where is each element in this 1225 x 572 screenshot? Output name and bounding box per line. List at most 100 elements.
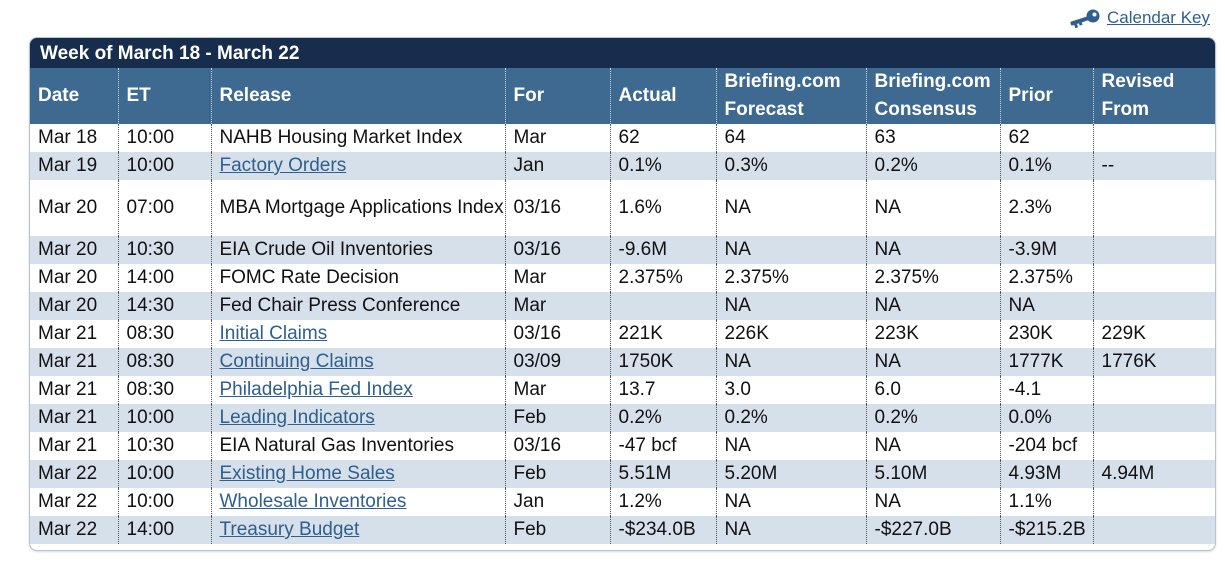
cell-consensus: -$227.0B — [865, 516, 1000, 544]
cell-forecast: 0.2% — [715, 404, 866, 432]
cell-revised: -- — [1092, 152, 1215, 180]
cell-for: Feb — [504, 516, 610, 544]
cell-forecast: NA — [715, 236, 866, 264]
cell-for: 03/09 — [504, 348, 610, 376]
cell-et: 14:00 — [117, 516, 211, 544]
cell-date: Mar 20 — [30, 236, 118, 264]
cell-date: Mar 21 — [30, 432, 118, 460]
cell-consensus: NA — [865, 488, 1000, 516]
cell-release: Existing Home Sales — [210, 460, 505, 488]
col-header-for: For — [504, 68, 610, 124]
cell-actual: 0.1% — [609, 152, 716, 180]
col-header-et: ET — [117, 68, 211, 124]
table-row: Mar 21 10:00 Leading Indicators Feb 0.2% 0.2%… — [30, 404, 1215, 432]
header-row: Date ET Release For Actual Briefing.com … — [30, 68, 1215, 124]
cell-revised — [1092, 432, 1215, 460]
release-link[interactable]: Initial Claims — [219, 323, 328, 344]
cell-et: 14:30 — [117, 292, 211, 320]
release-link[interactable]: Wholesale Inventories — [219, 491, 407, 512]
cell-for: Jan — [504, 152, 610, 180]
cell-et: 08:30 — [117, 348, 211, 376]
cell-prior: 4.93M — [999, 460, 1093, 488]
cell-consensus: NA — [865, 432, 1000, 460]
cell-forecast: NA — [715, 516, 866, 544]
cell-actual: -9.6M — [609, 236, 716, 264]
cell-date: Mar 22 — [30, 460, 118, 488]
cell-release: Philadelphia Fed Index — [210, 376, 505, 404]
cell-actual: 5.51M — [609, 460, 716, 488]
cell-release: Initial Claims — [210, 320, 505, 348]
cell-date: Mar 19 — [30, 152, 118, 180]
cell-actual: 1.6% — [609, 180, 716, 236]
calendar-key-label[interactable]: Calendar Key — [1106, 8, 1210, 27]
cell-release: Fed Chair Press Conference — [210, 292, 505, 320]
cell-release: NAHB Housing Market Index — [210, 124, 505, 152]
cell-consensus: 0.2% — [865, 152, 1000, 180]
cell-forecast: 3.0 — [715, 376, 866, 404]
cell-release: Leading Indicators — [210, 404, 505, 432]
week-title: Week of March 18 - March 22 — [30, 38, 1215, 68]
cell-forecast: NA — [715, 292, 866, 320]
cell-revised — [1092, 516, 1215, 544]
release-link[interactable]: Continuing Claims — [219, 351, 374, 372]
cell-for: Feb — [504, 460, 610, 488]
release-link[interactable]: Philadelphia Fed Index — [219, 379, 413, 400]
release-link[interactable]: Existing Home Sales — [219, 463, 395, 484]
cell-date: Mar 21 — [30, 348, 118, 376]
cell-release: EIA Crude Oil Inventories — [210, 236, 505, 264]
cell-prior: 1777K — [999, 348, 1093, 376]
cell-prior: -$215.2B — [999, 516, 1093, 544]
cell-et: 10:30 — [117, 236, 211, 264]
cell-et: 10:00 — [117, 124, 211, 152]
table-row: Mar 20 07:00 MBA Mortgage Applications Ind… — [30, 180, 1215, 236]
cell-for: Mar — [504, 264, 610, 292]
cell-revised: 4.94M — [1092, 460, 1215, 488]
cell-prior: 1.1% — [999, 488, 1093, 516]
cell-actual: 13.7 — [609, 376, 716, 404]
cell-consensus: 5.10M — [865, 460, 1000, 488]
cell-for: 03/16 — [504, 236, 610, 264]
table-row: Mar 21 10:30 EIA Natural Gas Inventories 03… — [30, 432, 1215, 460]
calendar-key-link[interactable]: Calendar Key — [1069, 7, 1210, 29]
cell-release: MBA Mortgage Applications Index — [210, 180, 505, 236]
cell-et: 10:00 — [117, 404, 211, 432]
release-link[interactable]: Treasury Budget — [219, 519, 360, 540]
cell-prior: -3.9M — [999, 236, 1093, 264]
cell-release: EIA Natural Gas Inventories — [210, 432, 505, 460]
col-header-revised: Revised From — [1092, 68, 1215, 124]
cell-revised: 1776K — [1092, 348, 1215, 376]
cell-release: Continuing Claims — [210, 348, 505, 376]
release-link[interactable]: Leading Indicators — [219, 407, 375, 428]
col-header-forecast: Briefing.com Forecast — [715, 68, 866, 124]
cell-actual: 2.375% — [609, 264, 716, 292]
cell-forecast: 226K — [715, 320, 866, 348]
cell-revised — [1092, 292, 1215, 320]
cell-for: Mar — [504, 292, 610, 320]
release-link[interactable]: Factory Orders — [219, 155, 347, 176]
cell-prior: -4.1 — [999, 376, 1093, 404]
cell-consensus: NA — [865, 180, 1000, 236]
table-row: Mar 22 10:00 Existing Home Sales Feb 5.51M 5.… — [30, 460, 1215, 488]
economic-calendar: Week of March 18 - March 22 Date ET Rele… — [29, 37, 1216, 551]
cell-consensus: NA — [865, 348, 1000, 376]
cell-prior: 2.375% — [999, 264, 1093, 292]
cell-date: Mar 22 — [30, 488, 118, 516]
table-row: Mar 19 10:00 Factory Orders Jan 0.1% 0.3% 0.2%… — [30, 152, 1215, 180]
table-row: Mar 20 14:00 FOMC Rate Decision Mar 2.375% 2.… — [30, 264, 1215, 292]
table-row: Mar 22 10:00 Wholesale Inventories Jan 1.2% N… — [30, 488, 1215, 516]
cell-actual — [609, 292, 716, 320]
cell-release: Wholesale Inventories — [210, 488, 505, 516]
cell-forecast: 5.20M — [715, 460, 866, 488]
cell-et: 08:30 — [117, 376, 211, 404]
cell-actual: 0.2% — [609, 404, 716, 432]
calendar-rows: Mar 18 10:00 NAHB Housing Market Index Mar 6… — [30, 124, 1215, 544]
cell-consensus: NA — [865, 292, 1000, 320]
col-header-actual: Actual — [609, 68, 716, 124]
cell-et: 07:00 — [117, 180, 211, 236]
cell-forecast: NA — [715, 180, 866, 236]
cell-actual: -$234.0B — [609, 516, 716, 544]
cell-actual: -47 bcf — [609, 432, 716, 460]
cell-consensus: 63 — [865, 124, 1000, 152]
table-row: Mar 20 14:30 Fed Chair Press Conference Mar… — [30, 292, 1215, 320]
cell-et: 10:00 — [117, 488, 211, 516]
